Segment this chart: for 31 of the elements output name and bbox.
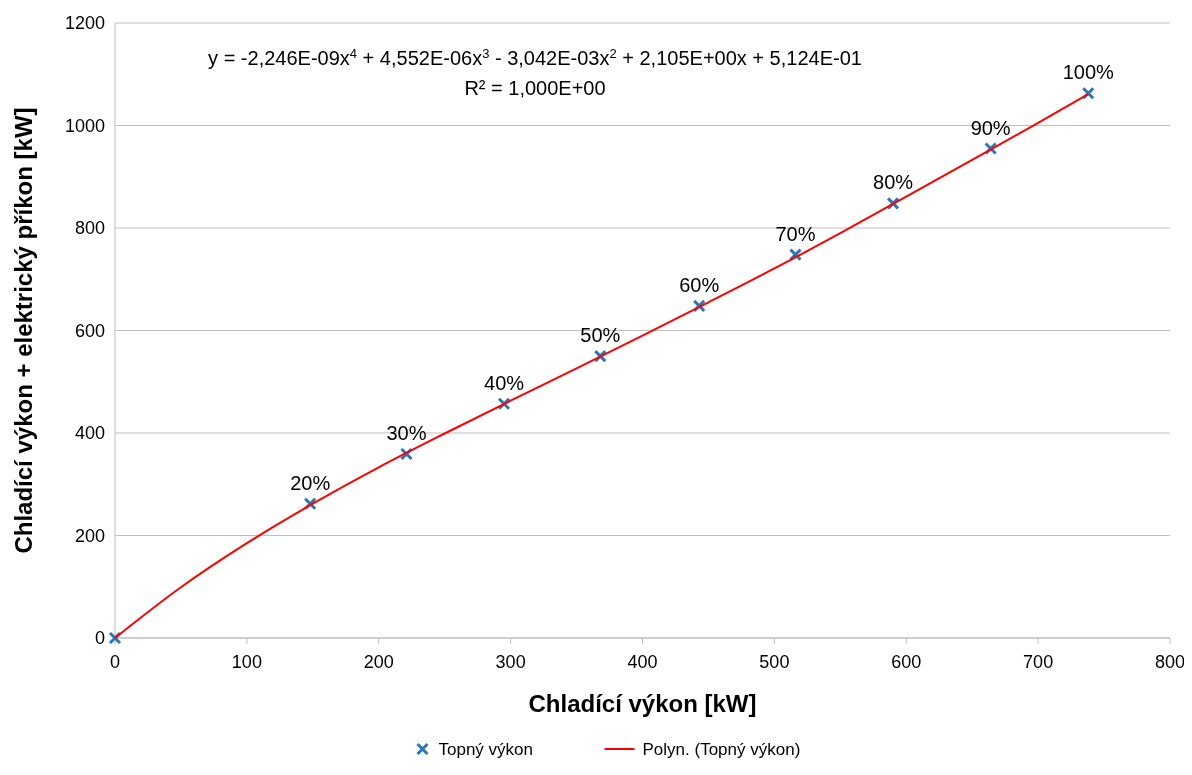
x-tick-label: 800 — [1154, 652, 1186, 672]
x-axis-title: Chladící výkon [kW] — [528, 690, 757, 717]
x-tick-label: 700 — [1023, 652, 1054, 672]
y-tick-label: 400 — [74, 423, 105, 444]
annotation: 50% — [580, 324, 621, 347]
x-tick-label: 400 — [627, 652, 658, 672]
legend-label: Polyn. (Topný výkon) — [642, 740, 801, 759]
y-tick-label: 200 — [74, 525, 105, 546]
y-tick-label: 1000 — [64, 115, 105, 136]
x-tick-label: 300 — [495, 652, 526, 672]
y-tick-label: 1200 — [64, 13, 105, 34]
x-tick-label: 600 — [891, 652, 922, 672]
annotation: 100% — [1062, 61, 1115, 84]
x-tick-label: 500 — [759, 652, 790, 672]
annotation: 40% — [484, 371, 525, 394]
annotation: 80% — [873, 171, 914, 194]
annotation: 20% — [290, 471, 331, 494]
x-tick-label: 100 — [231, 652, 262, 672]
annotation: 90% — [970, 116, 1011, 139]
y-tick-label: 800 — [74, 218, 105, 239]
annotation: 70% — [775, 222, 816, 245]
annotation: y = -2,246E-09x$^{4}$ + 4,552E-06x$^{3}$ - 3,042E-03x$^{2}$ + 2,105E+00x + 5,124E-01 — [208, 45, 862, 69]
annotation: 30% — [386, 422, 427, 445]
annotation: R² = 1,000E+00 — [464, 77, 606, 99]
annotation: 60% — [679, 273, 720, 296]
legend-label: Topný výkon — [438, 740, 533, 759]
y-tick-label: 600 — [74, 320, 105, 341]
x-tick-label: 0 — [109, 652, 121, 672]
y-tick-label: 0 — [94, 628, 105, 649]
x-tick-label: 200 — [363, 652, 394, 672]
y-axis-title: Chladící výkon + elektrický příkon [kW] — [10, 107, 37, 554]
